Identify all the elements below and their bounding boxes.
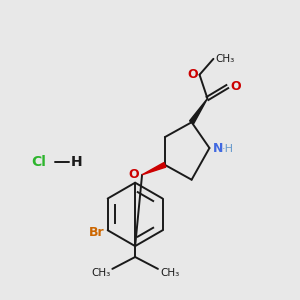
Text: Cl: Cl [32, 155, 46, 169]
Polygon shape [190, 98, 208, 124]
Text: O: O [230, 80, 241, 93]
Text: H: H [71, 155, 82, 169]
Text: ·H: ·H [221, 144, 233, 154]
Text: N: N [212, 142, 223, 154]
Text: CH₃: CH₃ [215, 54, 235, 64]
Text: Br: Br [89, 226, 105, 239]
Polygon shape [142, 163, 166, 175]
Text: CH₃: CH₃ [160, 268, 179, 278]
Text: CH₃: CH₃ [91, 268, 110, 278]
Text: O: O [128, 168, 139, 181]
Text: O: O [187, 68, 198, 81]
